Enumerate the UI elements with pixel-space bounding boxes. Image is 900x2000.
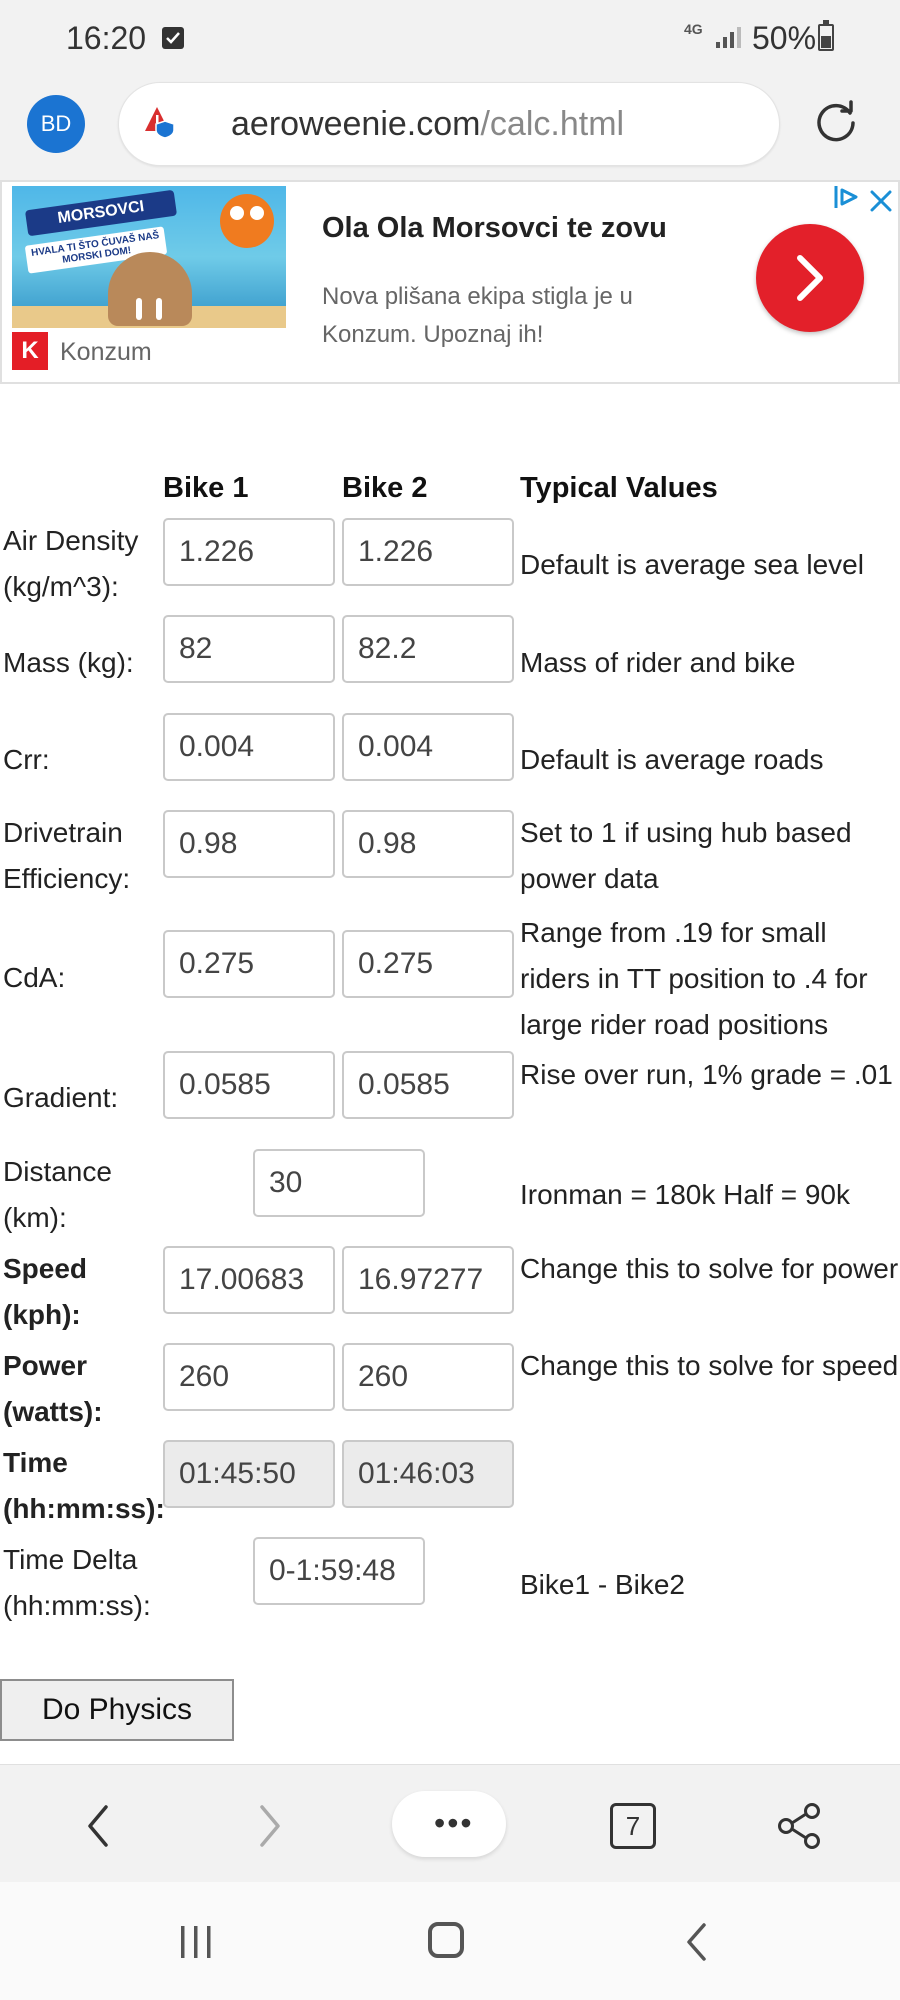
system-back-icon[interactable] bbox=[684, 1922, 710, 1962]
cda-bike2-input[interactable]: 0.275 bbox=[342, 930, 514, 998]
url-path: /calc.html bbox=[480, 105, 625, 143]
ad-brand: Konzum bbox=[60, 338, 152, 366]
profile-avatar[interactable]: BD bbox=[27, 95, 85, 153]
label-mass: Mass (kg): bbox=[3, 647, 134, 678]
label-distance: Distance (km): bbox=[3, 1156, 112, 1233]
tabs-button[interactable]: 7 bbox=[610, 1803, 656, 1849]
battery-icon bbox=[818, 20, 834, 51]
reload-icon[interactable] bbox=[812, 99, 860, 147]
address-bar: BD aeroweenie.com/calc.html bbox=[0, 78, 900, 180]
header-bike1: Bike 1 bbox=[163, 472, 249, 504]
label-time: Time (hh:mm:ss): bbox=[3, 1447, 165, 1524]
drivetrain-bike1-input[interactable]: 0.98 bbox=[163, 810, 335, 878]
ad-close-icon[interactable] bbox=[868, 188, 894, 214]
signal-icon bbox=[716, 27, 741, 48]
ad-banner[interactable]: MORSOVCI HVALA TI ŠTO ČUVAŠ NAŠ MORSKI D… bbox=[0, 180, 900, 384]
battery-percentage: 50% bbox=[752, 20, 817, 56]
time-bike1-output: 01:45:50 bbox=[163, 1440, 335, 1508]
typical-drivetrain: Set to 1 if using hub based power data bbox=[520, 817, 852, 894]
label-cda: CdA: bbox=[3, 962, 66, 993]
network-type: 4G bbox=[684, 21, 703, 37]
security-shield-icon[interactable] bbox=[143, 105, 177, 139]
label-air-density: Air Density (kg/m^3): bbox=[3, 525, 139, 602]
url-domain: aeroweenie.com bbox=[231, 105, 481, 143]
distance-input[interactable]: 30 bbox=[253, 1149, 425, 1217]
typical-mass: Mass of rider and bike bbox=[520, 647, 796, 678]
time-bike2-output: 01:46:03 bbox=[342, 1440, 514, 1508]
crr-bike2-input[interactable]: 0.004 bbox=[342, 713, 514, 781]
label-speed: Speed (kph): bbox=[3, 1253, 88, 1330]
label-drivetrain-efficiency: Drivetrain Efficiency: bbox=[3, 817, 131, 894]
label-gradient: Gradient: bbox=[3, 1082, 119, 1113]
time-delta-output[interactable]: 0-1:59:48 bbox=[253, 1537, 425, 1605]
fish-toy-icon bbox=[220, 194, 274, 248]
typical-gradient: Rise over run, 1% grade = .01 bbox=[520, 1059, 893, 1090]
typical-speed: Change this to solve for power bbox=[520, 1253, 899, 1284]
url-input[interactable]: aeroweenie.com/calc.html bbox=[118, 82, 780, 166]
ad-choices-icon[interactable] bbox=[830, 182, 860, 212]
typical-cda: Range from .19 for small riders in TT po… bbox=[520, 917, 868, 1040]
speed-bike2-input[interactable]: 16.97277 bbox=[342, 1246, 514, 1314]
recent-apps-icon[interactable] bbox=[178, 1924, 214, 1960]
crr-bike1-input[interactable]: 0.004 bbox=[163, 713, 335, 781]
mass-bike2-input[interactable]: 82.2 bbox=[342, 615, 514, 683]
mass-bike1-input[interactable]: 82 bbox=[163, 615, 335, 683]
back-arrow-icon[interactable] bbox=[84, 1803, 112, 1849]
browser-toolbar: ••• 7 bbox=[0, 1764, 900, 1882]
ad-image[interactable]: MORSOVCI HVALA TI ŠTO ČUVAŠ NAŠ MORSKI D… bbox=[12, 186, 286, 328]
label-crr: Crr: bbox=[3, 744, 50, 775]
do-physics-button[interactable]: Do Physics bbox=[0, 1679, 234, 1741]
status-bar: 16:20 4G 50% bbox=[0, 0, 900, 78]
typical-air-density: Default is average sea level bbox=[520, 549, 864, 580]
walrus-toy-icon bbox=[108, 252, 192, 326]
power-bike1-input[interactable]: 260 bbox=[163, 1343, 335, 1411]
air-density-bike1-input[interactable]: 1.226 bbox=[163, 518, 335, 586]
header-bike2: Bike 2 bbox=[342, 472, 428, 504]
share-icon[interactable] bbox=[776, 1801, 824, 1851]
more-dots-icon: ••• bbox=[434, 1805, 474, 1841]
gradient-bike1-input[interactable]: 0.0585 bbox=[163, 1051, 335, 1119]
forward-arrow-icon[interactable] bbox=[256, 1803, 284, 1849]
ad-description: Nova plišana ekipa stigla je u Konzum. U… bbox=[322, 283, 633, 348]
cda-bike1-input[interactable]: 0.275 bbox=[163, 930, 335, 998]
ad-cta-button[interactable] bbox=[756, 224, 864, 332]
konzum-logo: K bbox=[12, 332, 48, 370]
notification-check-icon bbox=[162, 27, 184, 49]
gradient-bike2-input[interactable]: 0.0585 bbox=[342, 1051, 514, 1119]
url-text: aeroweenie.com/calc.html bbox=[231, 105, 624, 144]
label-power: Power (watts): bbox=[3, 1350, 103, 1427]
typical-distance: Ironman = 180k Half = 90k bbox=[520, 1179, 850, 1210]
chevron-right-icon bbox=[797, 255, 823, 301]
home-icon[interactable] bbox=[428, 1922, 464, 1958]
typical-time-delta: Bike1 - Bike2 bbox=[520, 1569, 685, 1600]
status-time: 16:20 bbox=[66, 20, 147, 56]
ad-title[interactable]: Ola Ola Morsovci te zovu bbox=[322, 212, 667, 244]
typical-power: Change this to solve for speed bbox=[520, 1350, 899, 1381]
air-density-bike2-input[interactable]: 1.226 bbox=[342, 518, 514, 586]
power-bike2-input[interactable]: 260 bbox=[342, 1343, 514, 1411]
system-nav-bar bbox=[0, 1882, 900, 2000]
speed-bike1-input[interactable]: 17.00683 bbox=[163, 1246, 335, 1314]
drivetrain-bike2-input[interactable]: 0.98 bbox=[342, 810, 514, 878]
label-time-delta: Time Delta (hh:mm:ss): bbox=[3, 1544, 151, 1621]
header-typical-values: Typical Values bbox=[520, 472, 718, 504]
menu-button[interactable]: ••• bbox=[392, 1791, 506, 1857]
typical-crr: Default is average roads bbox=[520, 744, 824, 775]
